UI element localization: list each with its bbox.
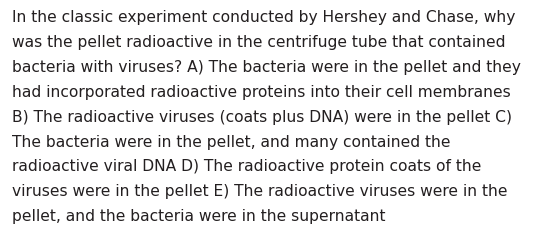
Text: B) The radioactive viruses (coats plus DNA) were in the pellet C): B) The radioactive viruses (coats plus D… [12, 109, 512, 124]
Text: radioactive viral DNA D) The radioactive protein coats of the: radioactive viral DNA D) The radioactive… [12, 159, 482, 174]
Text: The bacteria were in the pellet, and many contained the: The bacteria were in the pellet, and man… [12, 134, 451, 149]
Text: viruses were in the pellet E) The radioactive viruses were in the: viruses were in the pellet E) The radioa… [12, 183, 508, 198]
Text: was the pellet radioactive in the centrifuge tube that contained: was the pellet radioactive in the centri… [12, 35, 506, 50]
Text: had incorporated radioactive proteins into their cell membranes: had incorporated radioactive proteins in… [12, 85, 511, 99]
Text: bacteria with viruses? A) The bacteria were in the pellet and they: bacteria with viruses? A) The bacteria w… [12, 60, 521, 75]
Text: pellet, and the bacteria were in the supernatant: pellet, and the bacteria were in the sup… [12, 208, 386, 223]
Text: In the classic experiment conducted by Hershey and Chase, why: In the classic experiment conducted by H… [12, 10, 516, 25]
